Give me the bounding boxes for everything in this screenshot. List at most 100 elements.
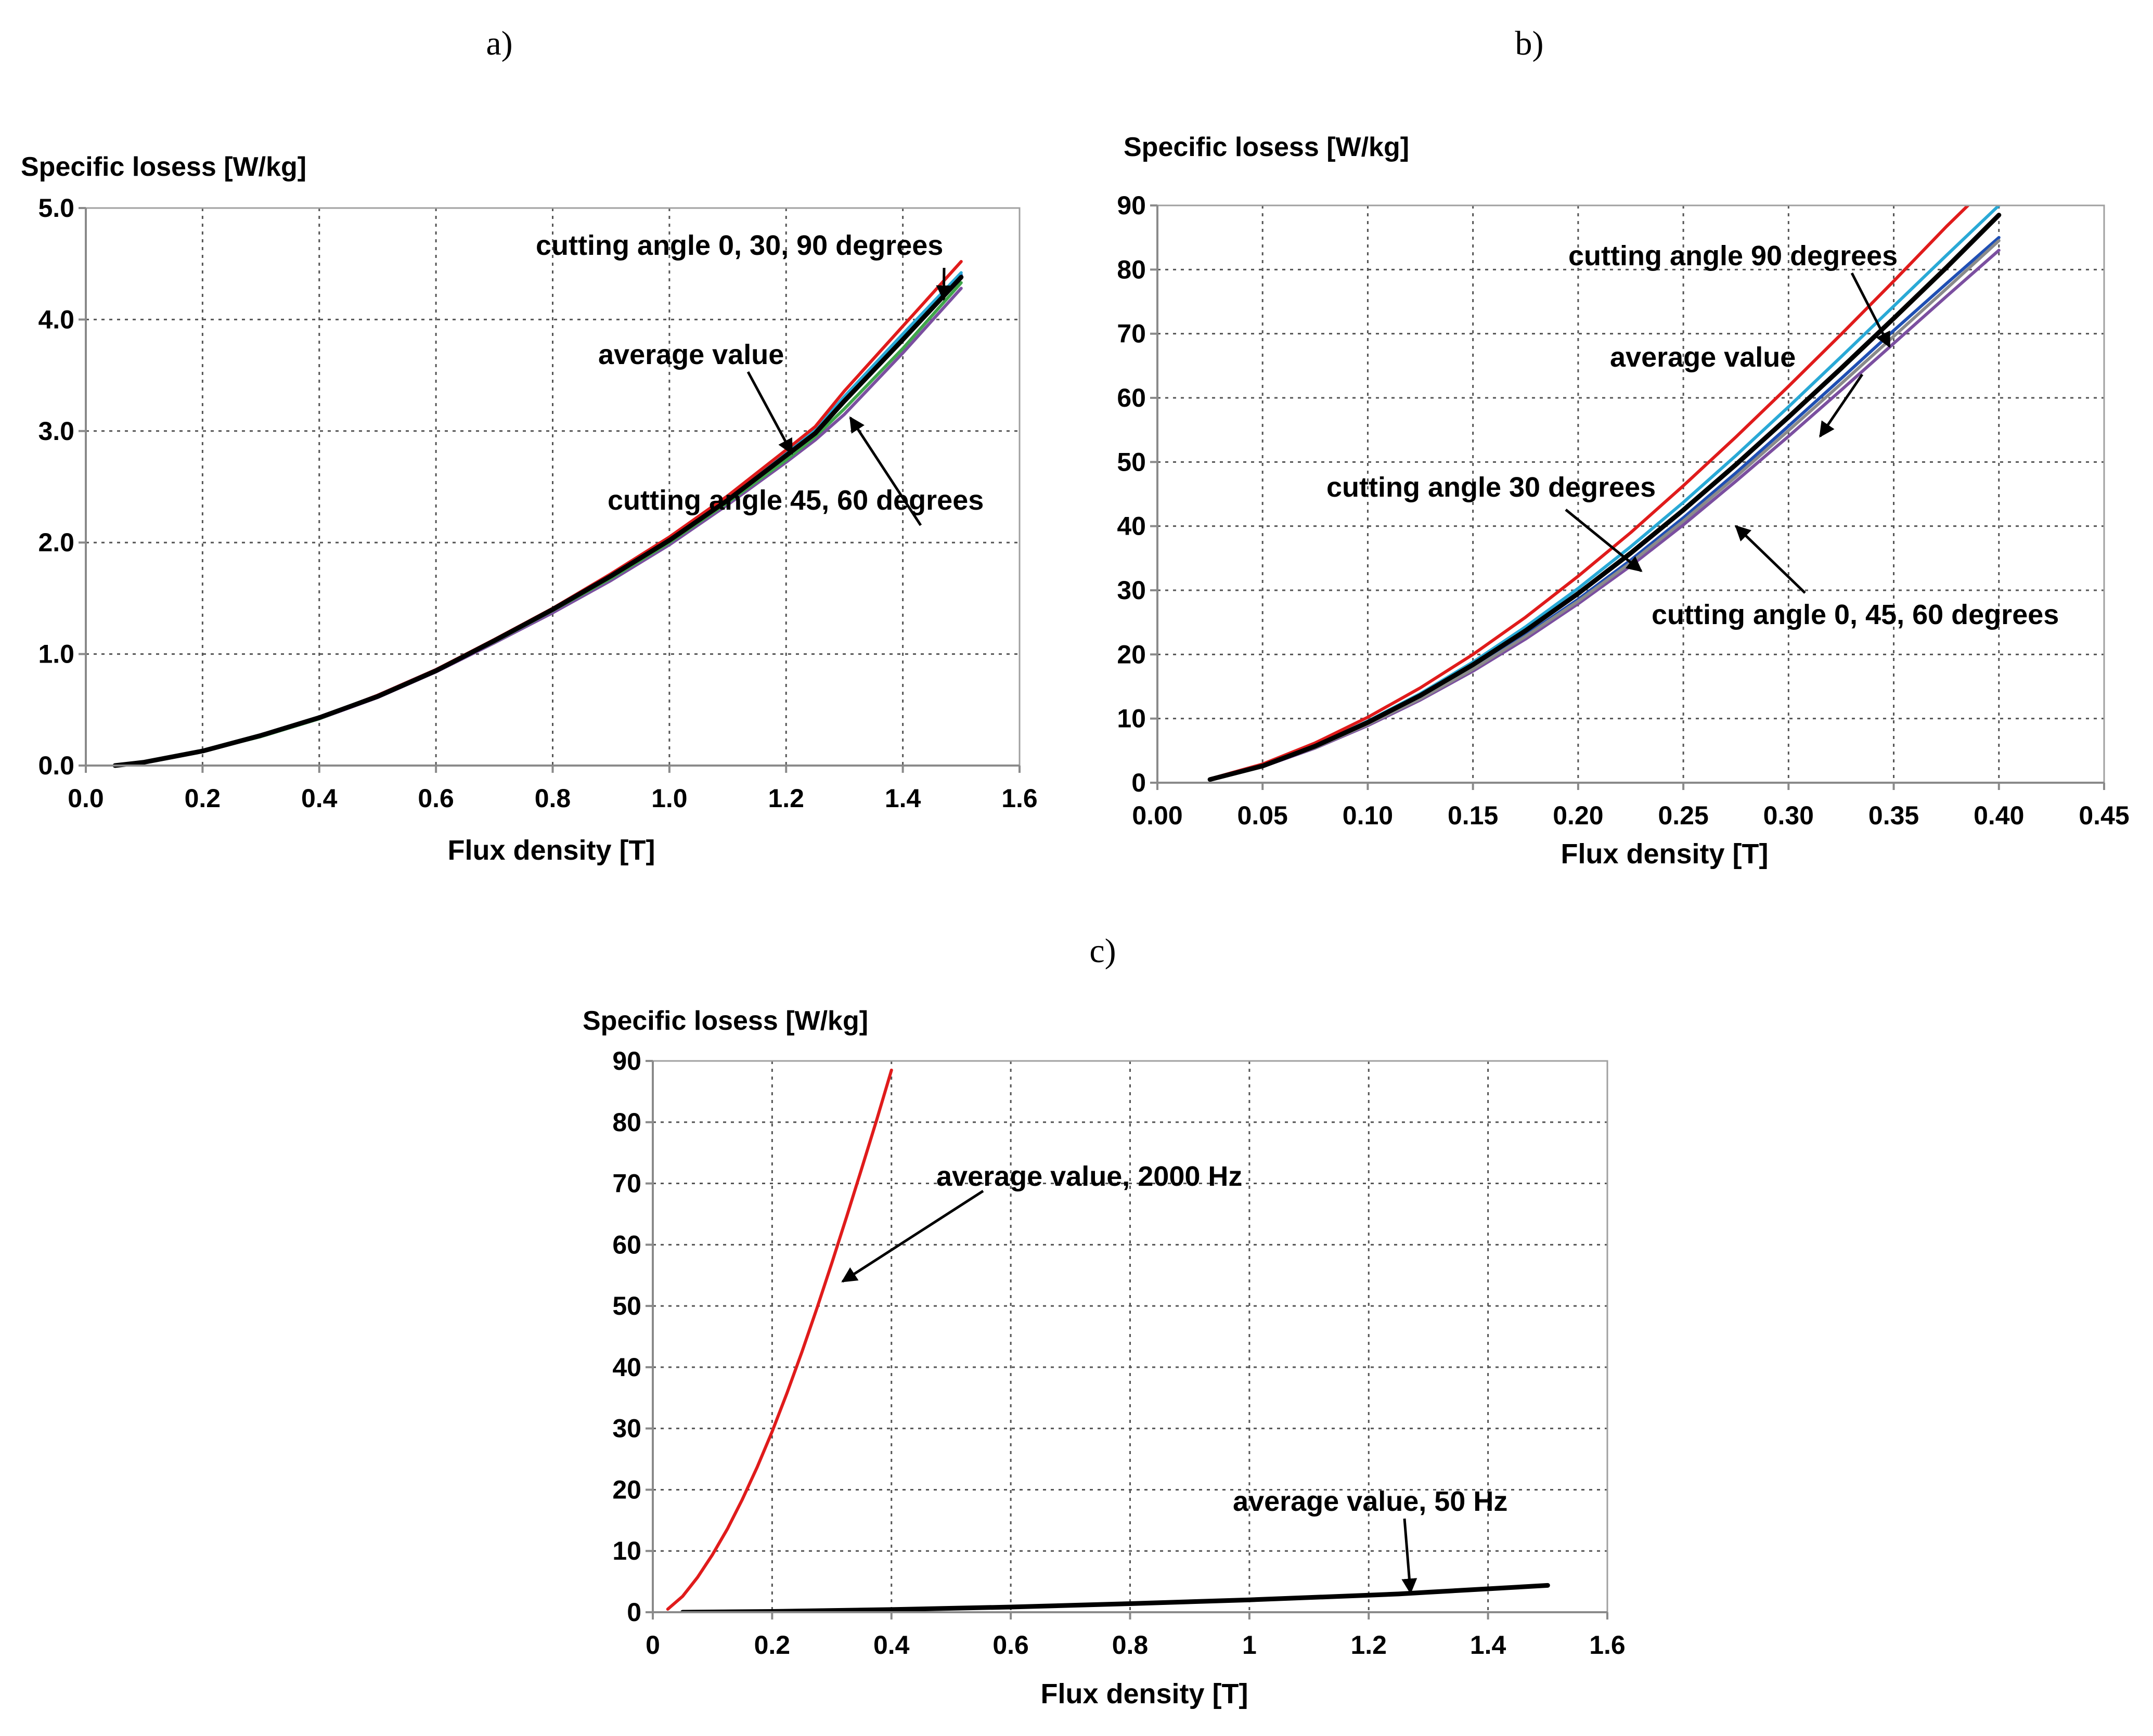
y-tick-label: 60 [1117, 383, 1146, 412]
series-line-average-value-2000-hz [666, 1068, 893, 1611]
panel-a-annotation-arrows [746, 267, 952, 526]
y-tick-label: 50 [1117, 447, 1146, 476]
y-tick-label: 1.0 [38, 640, 74, 669]
y-tick-label: 10 [1117, 704, 1146, 733]
annotation-arrow [1401, 1518, 1417, 1595]
panel-a-x-tick-labels: 0.0 0.2 0.4 0.6 0.8 1.0 1.2 1.4 1.6 [68, 784, 1038, 813]
series-line-average-value [112, 275, 964, 768]
series-line-cutting-angle-60-degrees [1208, 239, 2001, 781]
panel-a-y-tick-labels: 0.0 1.0 2.0 3.0 4.0 5.0 [38, 193, 74, 780]
x-tick-label: 0.4 [873, 1630, 910, 1660]
y-tick-label: 0.0 [38, 751, 74, 780]
annotation-arrow [746, 371, 793, 455]
series-line-cutting-angle-45-degrees [113, 287, 963, 767]
x-tick-label: 1.6 [1589, 1630, 1626, 1660]
panel-b-axes [1150, 204, 2105, 790]
panel-b-annotation-0-45-60: cutting angle 0, 45, 60 degrees [1652, 599, 2059, 630]
annotation-arrow [1850, 272, 1891, 348]
panel-b-annotation-arrows [1565, 272, 1891, 594]
x-tick-label: 0.2 [185, 784, 221, 813]
x-tick-label: 0.45 [2079, 801, 2129, 830]
panel-a-series [112, 260, 964, 768]
y-tick-label: 20 [1117, 640, 1146, 669]
y-tick-label: 40 [612, 1353, 641, 1382]
y-tick-label: 70 [1117, 319, 1146, 348]
panel-b-annotation-30: cutting angle 30 degrees [1326, 472, 1656, 503]
x-tick-label: 0.2 [754, 1630, 791, 1660]
panel-c-y-tick-labels: 0 10 20 30 40 50 60 70 80 90 [612, 1046, 641, 1627]
annotation-arrow [1565, 509, 1643, 572]
x-tick-label: 0.30 [1763, 801, 1814, 830]
y-tick-label: 50 [612, 1291, 641, 1320]
panel-c-annotation-2000hz: average value, 2000 Hz [936, 1161, 1242, 1192]
y-tick-label: 30 [612, 1414, 641, 1443]
series-line-cutting-angle-60-degrees [113, 281, 963, 767]
annotation-arrow [1735, 525, 1806, 594]
y-tick-label: 3.0 [38, 417, 74, 446]
x-tick-label: 0.8 [535, 784, 571, 813]
panel-b-annotation-average: average value [1610, 342, 1796, 373]
x-tick-label: 0.0 [68, 784, 104, 813]
y-tick-label: 30 [1117, 576, 1146, 605]
x-tick-label: 1.2 [768, 784, 804, 813]
panel-a-axes [79, 207, 1021, 773]
panel-c-y-axis-title: Specific losess [W/kg] [583, 1006, 868, 1036]
x-tick-label: 1.6 [1001, 784, 1038, 813]
series-line-average-value [1207, 213, 2002, 782]
panel-a-annotation-average: average value [598, 339, 784, 370]
y-tick-label: 2.0 [38, 528, 74, 557]
series-line-average-value-50-hz [680, 1583, 1550, 1612]
x-tick-label: 0.00 [1132, 801, 1182, 830]
y-tick-label: 20 [612, 1475, 641, 1504]
panel-a-annotation-0-30-90: cutting angle 0, 30, 90 degrees [536, 230, 943, 261]
x-tick-label: 1.0 [651, 784, 688, 813]
y-tick-label: 4.0 [38, 305, 74, 334]
panel-a-letter: a) [486, 24, 512, 62]
panel-b-x-tick-labels: 0.00 0.05 0.10 0.15 0.20 0.25 0.30 0.35 0.40 0.45 [1132, 801, 2129, 830]
y-tick-label: 40 [1117, 512, 1146, 541]
chart-panel-a: Specific losess [W/kg] 0.0 0.2 0.4 0.6 0.8 1.… [21, 152, 1038, 866]
panel-c-annotation-arrows [841, 1189, 1417, 1595]
y-tick-label: 0 [1131, 768, 1146, 797]
panel-a-x-axis-title: Flux density [T] [447, 835, 655, 866]
y-tick-label: 70 [612, 1169, 641, 1198]
panel-b-y-axis-title: Specific losess [W/kg] [1124, 132, 1409, 162]
x-tick-label: 0.15 [1448, 801, 1498, 830]
x-tick-label: 0 [646, 1630, 660, 1660]
x-tick-label: 0.40 [1974, 801, 2024, 830]
y-tick-label: 0 [627, 1598, 641, 1627]
y-tick-label: 5.0 [38, 193, 74, 223]
annotation-arrow [841, 1189, 984, 1283]
panel-c-x-axis-title: Flux density [T] [1040, 1678, 1248, 1709]
x-tick-label: 0.35 [1868, 801, 1919, 830]
x-tick-label: 0.25 [1658, 801, 1708, 830]
panel-c-letter: c) [1089, 932, 1116, 970]
x-tick-label: 0.05 [1237, 801, 1288, 830]
x-tick-label: 0.6 [992, 1630, 1029, 1660]
y-tick-label: 80 [1117, 255, 1146, 284]
chart-panel-b: Specific losess [W/kg] 0.00 0.05 0.10 0.15 0… [1117, 132, 2129, 870]
y-tick-label: 60 [612, 1230, 641, 1259]
series-line-cutting-angle-0-degrees [113, 273, 963, 767]
panel-b-y-tick-labels: 0 10 20 30 40 50 60 70 80 90 [1117, 191, 1146, 797]
x-tick-label: 1.2 [1350, 1630, 1387, 1660]
x-tick-label: 0.4 [301, 784, 338, 813]
x-tick-label: 0.10 [1343, 801, 1393, 830]
series-line-cutting-angle-30-degrees [113, 271, 963, 767]
chart-panel-c: Specific losess [W/kg] 0 0.2 0.4 0.6 0.8 1 1.2… [583, 1006, 1626, 1709]
x-tick-label: 1 [1242, 1630, 1257, 1660]
annotation-arrow [849, 416, 922, 526]
panel-b-x-axis-title: Flux density [T] [1561, 838, 1768, 870]
x-tick-label: 1.4 [1470, 1630, 1506, 1660]
x-tick-label: 1.4 [885, 784, 921, 813]
panel-b-letter: b) [1515, 24, 1544, 62]
panel-c-axes [646, 1060, 1608, 1620]
panel-a-annotation-45-60: cutting angle 45, 60 degrees [608, 485, 984, 516]
annotation-arrow [1819, 373, 1864, 438]
panel-c-x-tick-labels: 0 0.2 0.4 0.6 0.8 1 1.2 1.4 1.6 [646, 1630, 1626, 1660]
x-tick-label: 0.8 [1112, 1630, 1149, 1660]
x-tick-label: 0.20 [1553, 801, 1603, 830]
y-tick-label: 80 [612, 1108, 641, 1137]
panel-c-annotation-50hz: average value, 50 Hz [1233, 1486, 1507, 1517]
